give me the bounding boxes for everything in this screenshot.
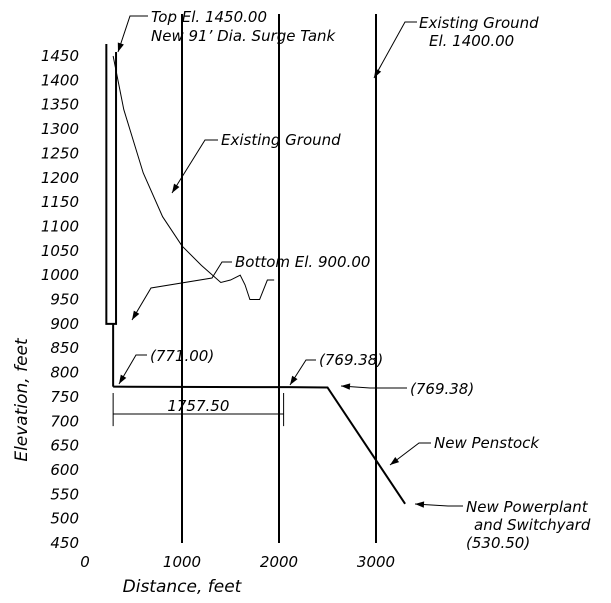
y-tick-label: 850	[50, 339, 79, 357]
annotation-powerplant: New Powerplant and Switchyard (530.50)	[466, 498, 591, 552]
y-tick-label: 450	[50, 534, 79, 552]
penstock-line	[113, 385, 406, 505]
y-tick-label: 1200	[41, 169, 79, 187]
leader-existing-ground-arrowhead	[172, 183, 180, 193]
leader-tank-bottom	[131, 261, 232, 321]
leader-tank-top	[117, 15, 148, 53]
leader-penstock	[389, 442, 431, 466]
y-tick-label: 700	[50, 412, 79, 430]
y-tick-label: 550	[50, 485, 79, 503]
annotation-tank-bottom: Bottom El. 900.00	[235, 253, 370, 271]
y-tick-label: 900	[50, 315, 79, 333]
leader-penstock-arrowhead	[390, 457, 400, 465]
y-tick-label: 800	[50, 364, 79, 382]
x-tick-label: 1000	[163, 553, 201, 571]
series-layer: 1757.50	[105, 44, 406, 505]
tick-layer: 1450 1400 1350 1300 1250 1200 1150 1100 1050 1000…	[41, 47, 395, 571]
leader-powerplant-arrowhead	[415, 501, 425, 508]
grid-layer	[181, 14, 377, 543]
y-tick-label: 500	[50, 510, 79, 528]
y-tick-label: 1150	[41, 193, 79, 211]
y-tick-label: 600	[50, 461, 79, 479]
annotation-layer: Top El. 1450.00 New 91’ Dia. Surge Tank Ex…	[117, 8, 591, 552]
y-tick-label: 950	[50, 291, 79, 309]
leader-existing-ground-el-arrowhead	[374, 68, 382, 78]
leader-existing-ground	[171, 139, 218, 194]
leader-el-769-a-arrowhead	[290, 375, 298, 385]
x-tick-label: 3000	[357, 553, 395, 571]
y-tick-label: 1250	[41, 144, 79, 162]
annotation-el-769-a: (769.38)	[319, 351, 383, 369]
annotation-el-771: (771.00)	[150, 347, 214, 365]
y-tick-label: 1100	[41, 217, 79, 235]
annotation-existing-ground: Existing Ground	[221, 131, 341, 149]
y-tick-label: 1300	[41, 120, 79, 138]
y-tick-label: 1450	[41, 47, 79, 65]
y-tick-label: 1050	[41, 242, 79, 260]
leader-el-771	[118, 354, 147, 385]
leader-el-769-b-arrowhead	[341, 383, 351, 390]
annotation-el-769-b: (769.38)	[410, 380, 474, 398]
x-tick-label: 0	[80, 553, 90, 571]
y-tick-label: 650	[50, 437, 79, 455]
dimension-label: 1757.50	[167, 397, 229, 415]
y-axis-label: Elevation, feet	[12, 337, 32, 462]
annotation-existing-ground-el: Existing Ground El. 1400.00	[419, 14, 539, 50]
leader-existing-ground-el	[373, 21, 417, 79]
x-tick-label: 2000	[260, 553, 298, 571]
surge-tank-outline	[105, 44, 118, 325]
leader-tank-bottom-arrowhead	[132, 310, 140, 320]
leader-tank-top-arrowhead	[117, 42, 124, 52]
annotation-penstock: New Penstock	[434, 434, 540, 452]
x-axis-label: Distance, feet	[123, 577, 243, 597]
y-tick-label: 750	[50, 388, 79, 406]
annotation-tank-top: Top El. 1450.00 New 91’ Dia. Surge Tank	[151, 8, 337, 45]
leader-el-771-arrowhead	[119, 374, 127, 384]
leader-el-769-a	[289, 359, 316, 386]
y-tick-label: 1350	[41, 96, 79, 114]
leader-powerplant	[414, 503, 463, 507]
y-tick-label: 1000	[41, 266, 79, 284]
leader-el-769-b	[340, 385, 407, 389]
y-tick-label: 1400	[41, 71, 79, 89]
existing-ground-line	[112, 55, 275, 300]
